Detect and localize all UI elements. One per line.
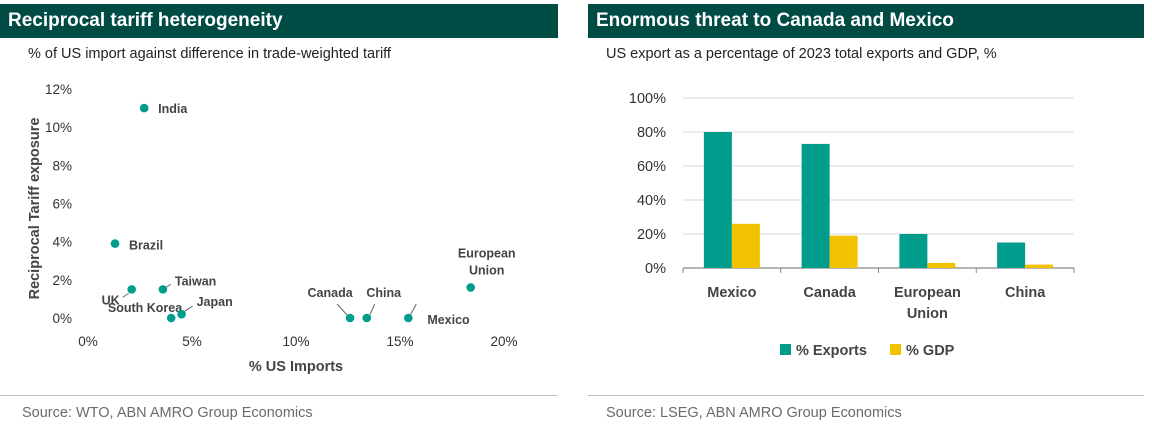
- right-chart-panel: Enormous threat to Canada and Mexico US …: [588, 0, 1144, 430]
- point-china: [362, 313, 372, 323]
- x-tick-label-line: Union: [907, 306, 948, 322]
- leader-line: [122, 292, 129, 298]
- x-axis-label: % US Imports: [249, 359, 343, 375]
- y-tick-label: 10%: [45, 120, 72, 135]
- point-uk: [127, 285, 136, 294]
- x-tick-label-line: European: [894, 285, 961, 301]
- bar-exports-mexico: [703, 132, 732, 268]
- point-label-taiwan: Taiwan: [175, 274, 216, 288]
- leader-line: [336, 303, 348, 316]
- y-tick-label: 2%: [52, 273, 72, 288]
- left-source-note: Source: WTO, ABN AMRO Group Economics: [22, 405, 313, 421]
- left-divider: [0, 395, 558, 396]
- bar-exports-china: [997, 242, 1026, 268]
- x-tick-label-china: China: [1005, 285, 1046, 301]
- point-label-india: India: [158, 102, 188, 116]
- y-tick-label: 8%: [52, 158, 72, 173]
- x-tick-label: 15%: [386, 334, 413, 349]
- leader-line: [409, 303, 417, 316]
- legend-label-gdp: % GDP: [906, 343, 955, 359]
- y-axis-label: Reciprocal Tariff exposure: [27, 118, 43, 300]
- point-label-uk: UK: [102, 293, 120, 307]
- bar-gdp-european-union: [927, 262, 956, 268]
- left-chart-title: Reciprocal tariff heterogeneity: [0, 4, 558, 38]
- y-tick-label: 4%: [52, 235, 72, 250]
- y-tick-label: 80%: [637, 125, 666, 141]
- point-label-mexico: Mexico: [427, 313, 470, 327]
- point-european-union: [466, 283, 476, 292]
- y-tick-label: 0%: [645, 261, 666, 277]
- point-label-brazil: Brazil: [129, 239, 163, 253]
- point-label-line: European: [458, 246, 516, 260]
- x-tick-label: 20%: [490, 334, 517, 349]
- point-mexico: [404, 313, 413, 323]
- y-tick-label: 0%: [52, 311, 72, 326]
- y-tick-label: 40%: [637, 193, 666, 209]
- point-south-korea: [166, 313, 176, 323]
- legend-swatch-gdp: [890, 344, 901, 355]
- point-japan: [177, 309, 186, 319]
- point-canada: [345, 313, 355, 323]
- point-india: [139, 103, 149, 113]
- bar-exports-canada: [801, 143, 830, 268]
- right-chart-subtitle: US export as a percentage of 2023 total …: [606, 46, 997, 62]
- point-brazil: [110, 239, 120, 248]
- point-label-china: China: [366, 286, 402, 300]
- y-tick-label: 60%: [637, 159, 666, 175]
- bar-gdp-mexico: [731, 223, 760, 268]
- bar-gdp-china: [1025, 264, 1054, 268]
- left-chart-panel: Reciprocal tariff heterogeneity % of US …: [0, 0, 558, 430]
- bar-chart: 0% 20% 40% 60% 80% 100% Mexico Canada European Un…: [629, 91, 1075, 359]
- right-source-note: Source: LSEG, ABN AMRO Group Economics: [606, 405, 902, 421]
- point-label-japan: Japan: [197, 295, 233, 309]
- legend-swatch-exports: [780, 344, 791, 355]
- point-label-canada: Canada: [308, 286, 354, 300]
- y-tick-label: 12%: [45, 82, 72, 97]
- leader-line: [184, 305, 193, 312]
- x-tick-label: 10%: [282, 334, 309, 349]
- x-tick-label: 5%: [182, 334, 202, 349]
- leader-line: [369, 303, 376, 316]
- left-chart-subtitle: % of US import against difference in tra…: [28, 46, 391, 62]
- leader-line: [165, 283, 172, 288]
- right-divider: [588, 395, 1144, 396]
- scatter-chart: 0% 2% 4% 6% 8% 10% 12% 0% 5% 10% 15% 20% % US Import…: [27, 82, 518, 375]
- x-tick-label: 0%: [78, 334, 98, 349]
- point-label-south-korea: South Korea: [108, 301, 183, 315]
- y-tick-label: 6%: [52, 197, 72, 212]
- point-taiwan: [158, 285, 168, 294]
- point-label-european-union: European Union: [458, 246, 516, 277]
- y-tick-label: 100%: [629, 91, 666, 107]
- right-chart-title: Enormous threat to Canada and Mexico: [588, 4, 1144, 38]
- x-tick-label-canada: Canada: [803, 285, 856, 301]
- x-tick-label-european-union: European Union: [894, 285, 961, 322]
- bar-gdp-canada: [829, 235, 858, 268]
- legend-label-exports: % Exports: [796, 343, 867, 359]
- y-tick-label: 20%: [637, 227, 666, 243]
- point-label-line: Union: [469, 263, 504, 277]
- x-tick-label-mexico: Mexico: [707, 285, 756, 301]
- bar-exports-european-union: [899, 234, 928, 268]
